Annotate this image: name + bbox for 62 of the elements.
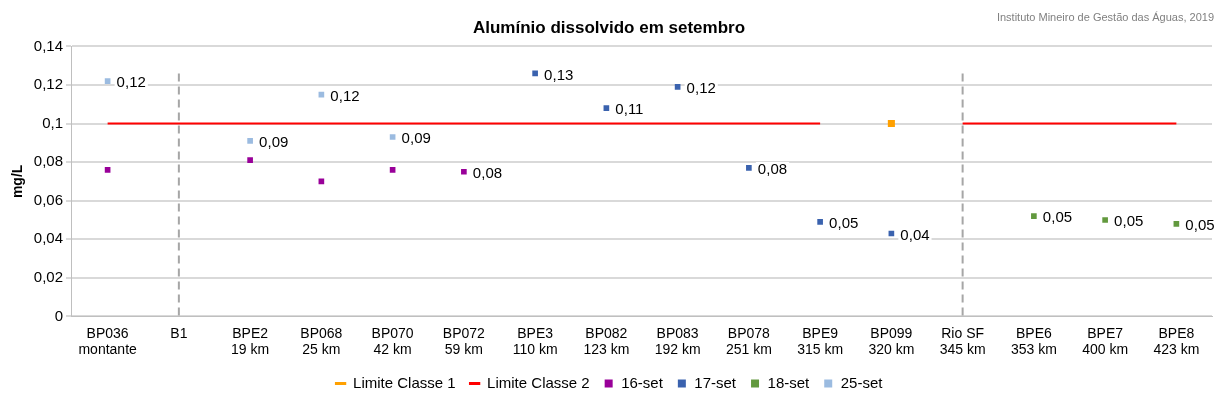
data-label: 0,09: [401, 129, 431, 147]
point: [746, 165, 752, 171]
data-label: 0,09: [259, 133, 289, 151]
x-tick-label: BP068 25 km: [300, 324, 343, 358]
legend-label: 25-set: [840, 373, 884, 391]
point: [1031, 213, 1037, 219]
data-label: 0,08: [472, 163, 503, 181]
data-label: 0,05: [1114, 212, 1144, 230]
legend-label: 16-set: [621, 373, 664, 391]
legend-label: Limite Classe 2: [487, 373, 590, 391]
legend-label: 18-set: [767, 373, 811, 391]
x-tick-label: BPE3 110 km: [512, 324, 558, 358]
chart-title: Alumínio dissolvido em setembro: [472, 17, 746, 37]
y-tick-label: 0,14: [33, 36, 63, 54]
point: [603, 105, 610, 111]
y-tick-label: 0,08: [33, 152, 63, 170]
point: [104, 167, 111, 173]
x-tick-label: BP082 123 km: [583, 324, 630, 358]
text: Instituto Mineiro de Gestão das Águas, 2019: [996, 10, 1214, 23]
point: [104, 78, 111, 84]
y-tick-label: 0,04: [33, 229, 63, 247]
data-label: 0,05: [1185, 215, 1215, 233]
x-tick-label: BPE7 400 km: [1082, 324, 1129, 358]
data-label: 0,08: [757, 160, 788, 178]
data-label: 0,12: [686, 79, 716, 97]
point: [1173, 221, 1180, 227]
data-label: 0,12: [116, 73, 146, 91]
x-tick-label: BPE2 19 km: [231, 324, 270, 358]
x-tick-label: BPE6 353 km: [1010, 324, 1057, 358]
data-label: 0,12: [330, 86, 360, 104]
legend-label: 17-set: [694, 373, 737, 391]
data-label: 0,05: [829, 214, 859, 232]
y-tick-label: 0,02: [33, 267, 63, 285]
point: [674, 84, 681, 90]
x-tick-label: Rio SF 345 km: [939, 324, 986, 358]
data-label: 0,05: [1042, 208, 1073, 226]
data-label: 0,11: [615, 100, 644, 118]
x-tick-label: B1: [170, 324, 188, 341]
x-tick-label: BP036 montante: [78, 324, 138, 358]
x-tick-label: BP078 251 km: [725, 324, 772, 358]
point: [389, 134, 396, 140]
x-tick-label: BPE8 423 km: [1153, 324, 1200, 358]
data-label: 0,04: [900, 225, 930, 243]
point: [247, 157, 253, 164]
point: [532, 70, 538, 77]
y-axis-title: mg/L: [9, 164, 26, 199]
x-tick-label: BP099 320 km: [868, 324, 915, 358]
x-tick-label: BP070 42 km: [371, 324, 414, 358]
y-tick-label: 0,06: [33, 190, 63, 208]
point: [247, 138, 253, 144]
data-label: 0,13: [544, 65, 574, 83]
y-tick-label: 0,12: [33, 75, 63, 93]
point: [817, 219, 823, 225]
y-tick-label: 0: [54, 306, 63, 324]
x-tick-label: BP083 192 km: [654, 324, 701, 358]
x-tick-label: BPE9 315 km: [797, 324, 844, 358]
y-tick-label: 0,1: [42, 113, 63, 131]
legend-label: Limite Classe 1: [353, 373, 456, 391]
x-tick-label: BP072 59 km: [442, 324, 486, 358]
point: [1102, 217, 1108, 223]
point: [389, 167, 396, 173]
point: [461, 168, 467, 175]
